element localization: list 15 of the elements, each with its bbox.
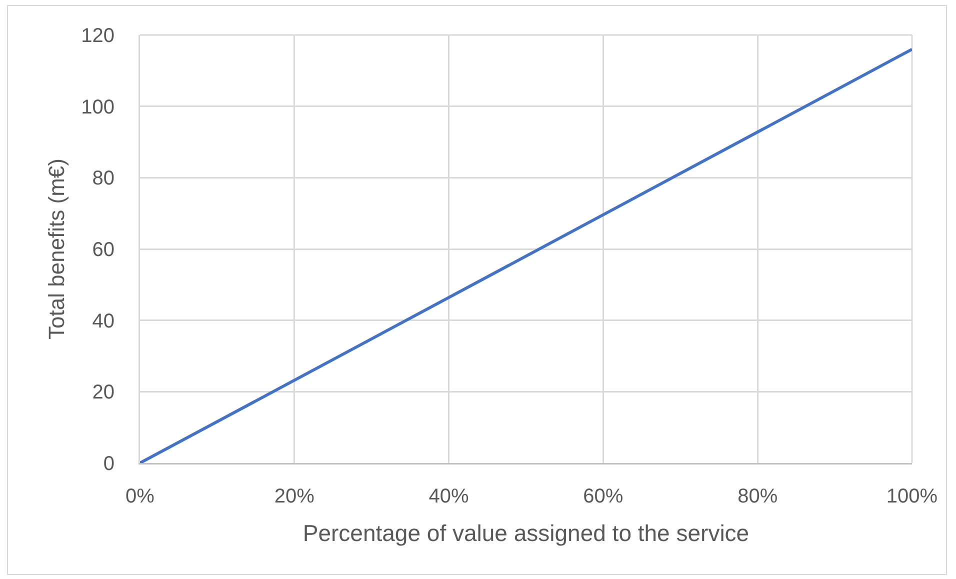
- x-tick-label: 100%: [886, 486, 938, 508]
- y-tick-label: 40: [92, 310, 114, 332]
- y-tick-label: 80: [92, 168, 114, 190]
- y-tick-label: 0: [103, 453, 114, 475]
- x-axis-title: Percentage of value assigned to the service: [302, 520, 750, 546]
- x-tick-label: 80%: [738, 486, 778, 508]
- y-axis-title: Total benefits (m€): [44, 158, 70, 340]
- y-tick-label: 100: [81, 96, 114, 118]
- y-tick-label: 120: [81, 25, 114, 47]
- x-tick-label: 0%: [126, 486, 155, 508]
- x-tick-label: 60%: [583, 486, 624, 508]
- y-tick-label: 20: [92, 382, 114, 404]
- y-tick-label: 60: [92, 239, 114, 261]
- x-tick-label: 40%: [428, 486, 470, 508]
- x-tick-label: 20%: [274, 486, 315, 508]
